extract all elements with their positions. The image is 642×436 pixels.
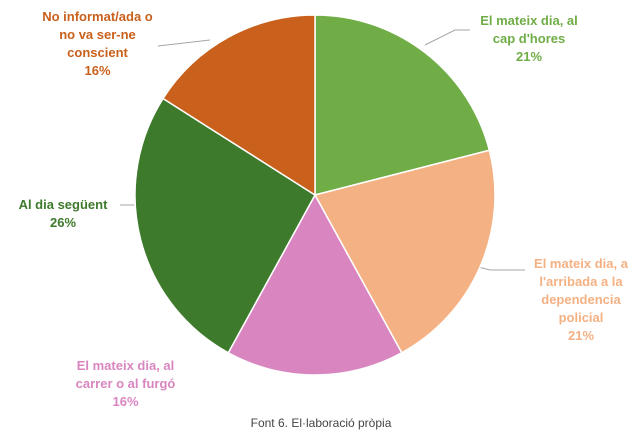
slice-label: El mateix dia, al carrer o al furgó 16%: [58, 357, 193, 411]
pie-slice: [227, 193, 403, 376]
slice-label: El mateix dia, a l'arribada a la depende…: [522, 255, 640, 345]
leader-line: [424, 29, 470, 46]
slices: [134, 14, 496, 376]
leader-line: [157, 39, 211, 47]
value-label: 16%: [84, 63, 111, 78]
category-label: No informat/ada o no va ser-ne conscient: [42, 9, 153, 60]
slice-label: El mateix dia, al cap d'hores 21%: [470, 12, 588, 66]
pie-slice: [161, 14, 316, 197]
pie-slice: [314, 14, 491, 196]
pie-slice: [313, 149, 496, 354]
category-label: Al dia següent: [18, 197, 108, 212]
slice-label: Al dia següent 26%: [8, 196, 118, 232]
category-label: El mateix dia, al cap d'hores: [480, 13, 578, 46]
value-label: 21%: [567, 328, 595, 343]
value-label: 16%: [112, 394, 139, 409]
pie-slice: [134, 97, 316, 354]
caption: Font 6. El·laboració pròpia: [250, 416, 392, 430]
value-label: 26%: [49, 215, 77, 230]
category-label: El mateix dia, a l'arribada a la depende…: [534, 256, 628, 325]
category-label: El mateix dia, al carrer o al furgó: [75, 358, 176, 391]
value-label: 21%: [515, 49, 543, 64]
slice-label: No informat/ada o no va ser-ne conscient…: [40, 8, 155, 80]
